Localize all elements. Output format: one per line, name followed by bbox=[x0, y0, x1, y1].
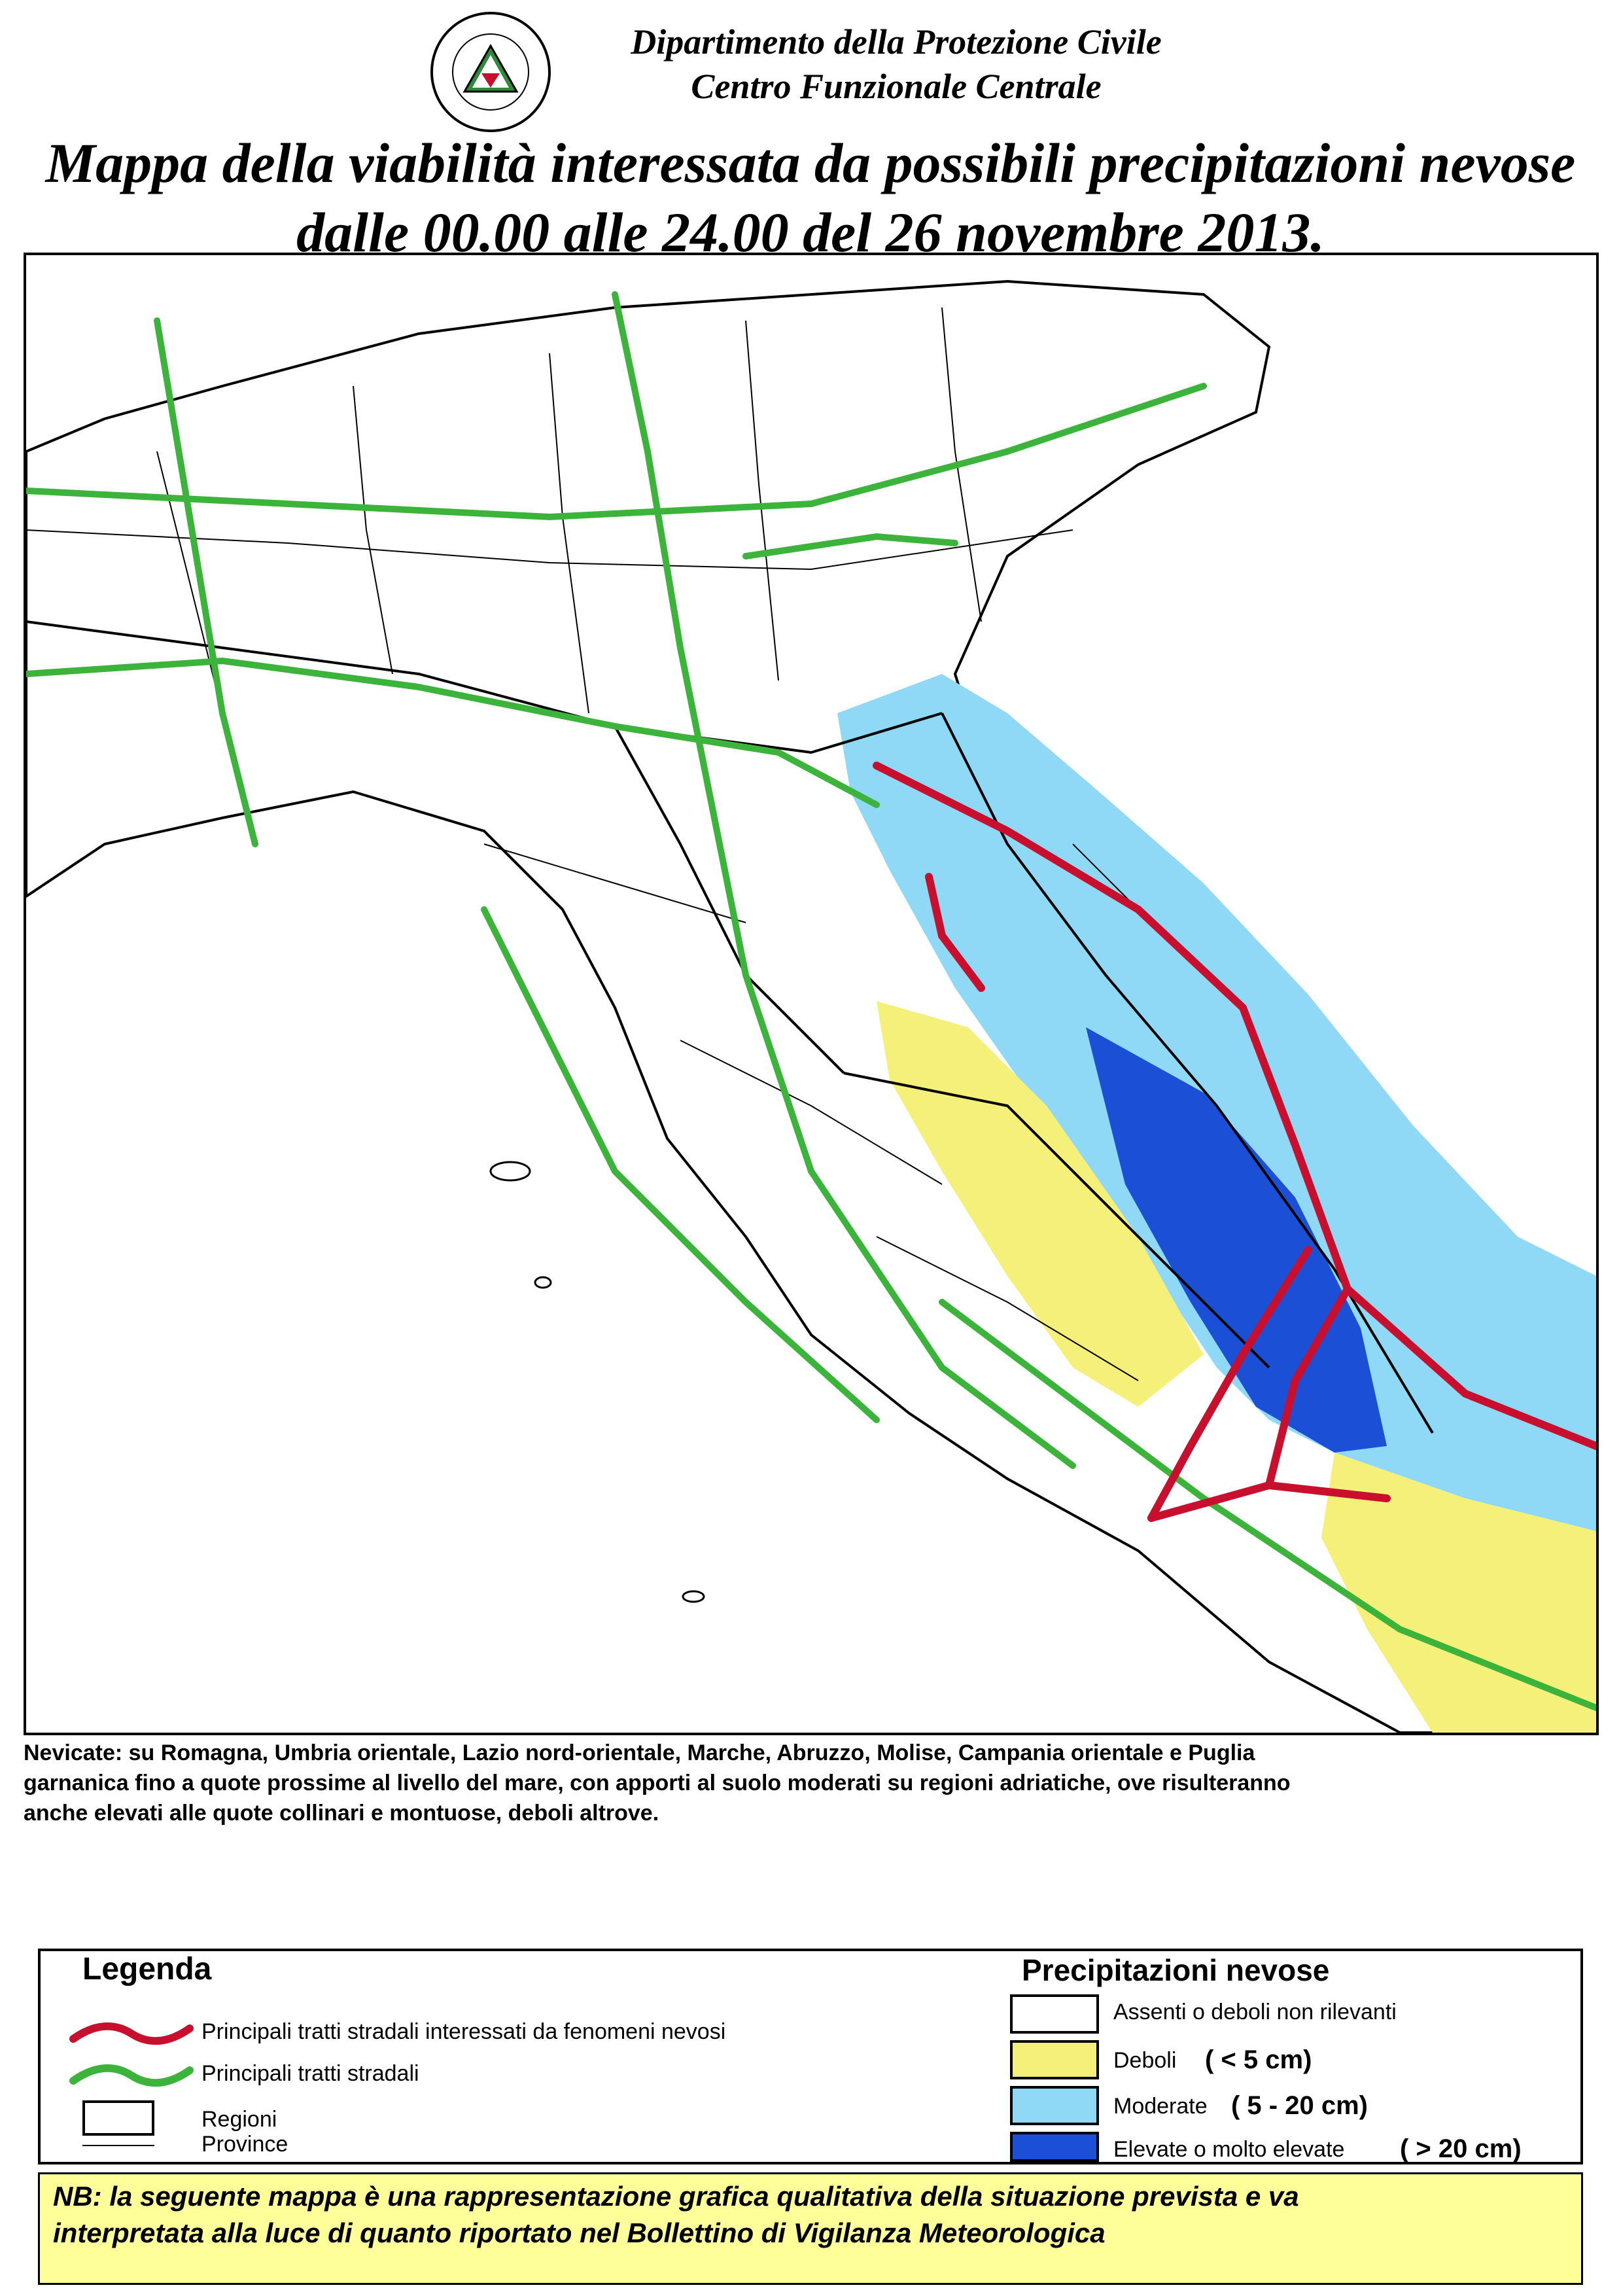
snowfall-map bbox=[26, 279, 1596, 1733]
note-line-3: anche elevati alle quote collinari e mon… bbox=[24, 1801, 659, 1826]
island-ponza bbox=[682, 1590, 705, 1603]
regioni-swatch bbox=[82, 2100, 154, 2136]
island-giglio bbox=[534, 1276, 552, 1289]
note-line-2: garnanica fino a quote prossime al livel… bbox=[24, 1771, 1291, 1795]
province-swatch-top bbox=[82, 2145, 154, 2146]
legend-item-province: Province bbox=[201, 2132, 288, 2157]
org-line-2: Centro Funzionale Centrale bbox=[691, 67, 1102, 106]
precip-range-moderate: ( 5 - 20 cm) bbox=[1231, 2091, 1368, 2120]
swatch-assenti bbox=[1010, 1994, 1099, 2034]
legend-item-main-roads: Principali tratti stradali bbox=[201, 2061, 419, 2086]
main-roads bbox=[26, 291, 1596, 1711]
swatch-deboli bbox=[1010, 2040, 1099, 2079]
moderate-snow-area bbox=[837, 674, 1596, 1531]
map-frame bbox=[24, 253, 1599, 1735]
deboli-snow-area-west bbox=[877, 1001, 1204, 1407]
legend-box: Legenda Principali tratti stradali inter… bbox=[38, 1949, 1583, 2164]
precip-label-moderate: Moderate bbox=[1113, 2094, 1208, 2119]
nb-disclaimer: NB: la seguente mappa è una rappresentaz… bbox=[38, 2172, 1583, 2285]
title-line-1: Mappa della viabilità interessata da pos… bbox=[45, 132, 1576, 194]
nb-line-2: interpretata alla luce di quanto riporta… bbox=[53, 2217, 1106, 2248]
organization-name: Dipartimento della Protezione Civile Cen… bbox=[569, 20, 1223, 109]
forecast-note: Nevicate: su Romagna, Umbria orientale, … bbox=[24, 1738, 1607, 1828]
precip-range-deboli: ( < 5 cm) bbox=[1205, 2045, 1312, 2074]
precip-label-elevate: Elevate o molto elevate bbox=[1113, 2137, 1345, 2162]
swatch-moderate bbox=[1010, 2086, 1099, 2125]
island-elba bbox=[489, 1161, 531, 1182]
swatch-elevate bbox=[1010, 2132, 1099, 2162]
region-borders bbox=[26, 620, 1434, 1434]
legend-title: Legenda bbox=[82, 1952, 212, 1987]
nb-line-1: NB: la seguente mappa è una rappresentaz… bbox=[53, 2181, 1299, 2212]
map-title: Mappa della viabilità interessata da pos… bbox=[0, 128, 1621, 267]
note-line-1: Nevicate: su Romagna, Umbria orientale, … bbox=[24, 1740, 1255, 1765]
red-road-icon bbox=[69, 2022, 194, 2045]
org-line-1: Dipartimento della Protezione Civile bbox=[631, 22, 1162, 62]
green-road-icon bbox=[69, 2064, 194, 2087]
protezione-civile-logo bbox=[419, 8, 563, 136]
legend-item-regioni: Regioni bbox=[201, 2107, 277, 2132]
deboli-snow-area-south bbox=[1321, 1453, 1596, 1733]
precipitation-title: Precipitazioni nevose bbox=[1022, 1953, 1330, 1987]
legend-item-affected-roads: Principali tratti stradali interessati d… bbox=[201, 2019, 726, 2044]
affected-roads bbox=[873, 762, 1596, 1522]
precip-range-elevate: ( > 20 cm) bbox=[1400, 2134, 1522, 2163]
precip-label-assenti: Assenti o deboli non rilevanti bbox=[1113, 2000, 1397, 2024]
precip-label-deboli: Deboli bbox=[1113, 2048, 1177, 2073]
